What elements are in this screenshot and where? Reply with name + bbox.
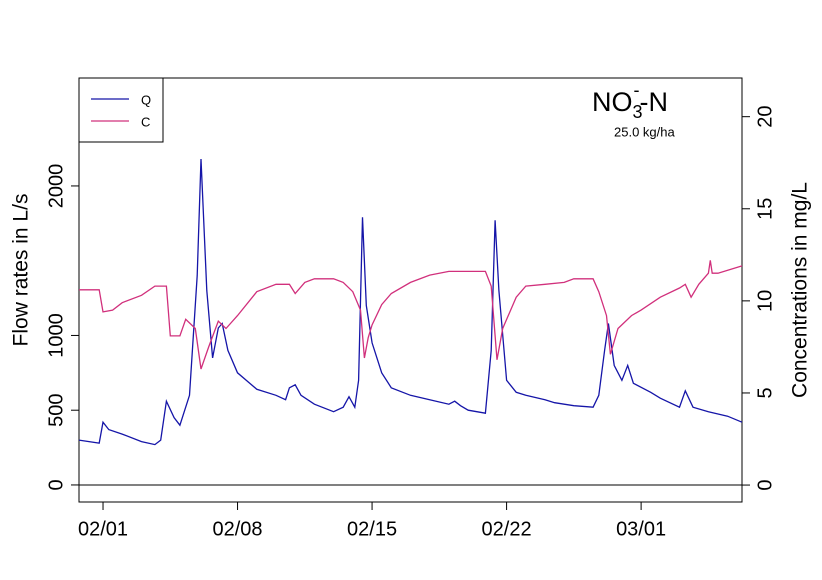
x-tick-label: 03/01	[616, 518, 666, 540]
y2-axis-label: Concentrations in mg/L	[789, 182, 812, 398]
y-tick-label: 2000	[45, 164, 67, 209]
annotation-note: 25.0 kg/ha	[614, 124, 675, 139]
y-tick-label: 1000	[45, 313, 67, 358]
x-tick-label: 02/01	[78, 518, 128, 540]
y-axis-label: Flow rates in L/s	[10, 194, 33, 347]
series-line	[78, 158, 743, 446]
y2-tick-label: 0	[754, 479, 776, 490]
y-tick-label: 0	[45, 479, 67, 490]
legend-label: C	[141, 114, 150, 129]
annotation-sup: -	[634, 80, 640, 100]
annotation-main: NO	[592, 87, 633, 117]
y2-tick-label: 20	[754, 106, 776, 128]
y2-tick-label: 10	[754, 290, 776, 312]
series-line	[79, 260, 743, 370]
plot-frame	[78, 77, 743, 503]
x-tick-label: 02/22	[482, 518, 532, 540]
annotation-sub: 3	[633, 102, 643, 122]
annotation-suffix: -N	[640, 87, 669, 117]
legend-box	[78, 77, 164, 143]
x-tick-label: 02/08	[213, 518, 263, 540]
y2-tick-label: 5	[754, 387, 776, 398]
annotation-title: NO3--N	[592, 80, 668, 122]
legend-label: Q	[141, 92, 151, 107]
y2-tick-label: 15	[754, 198, 776, 220]
y-tick-label: 500	[45, 394, 67, 427]
x-tick-label: 02/15	[347, 518, 397, 540]
